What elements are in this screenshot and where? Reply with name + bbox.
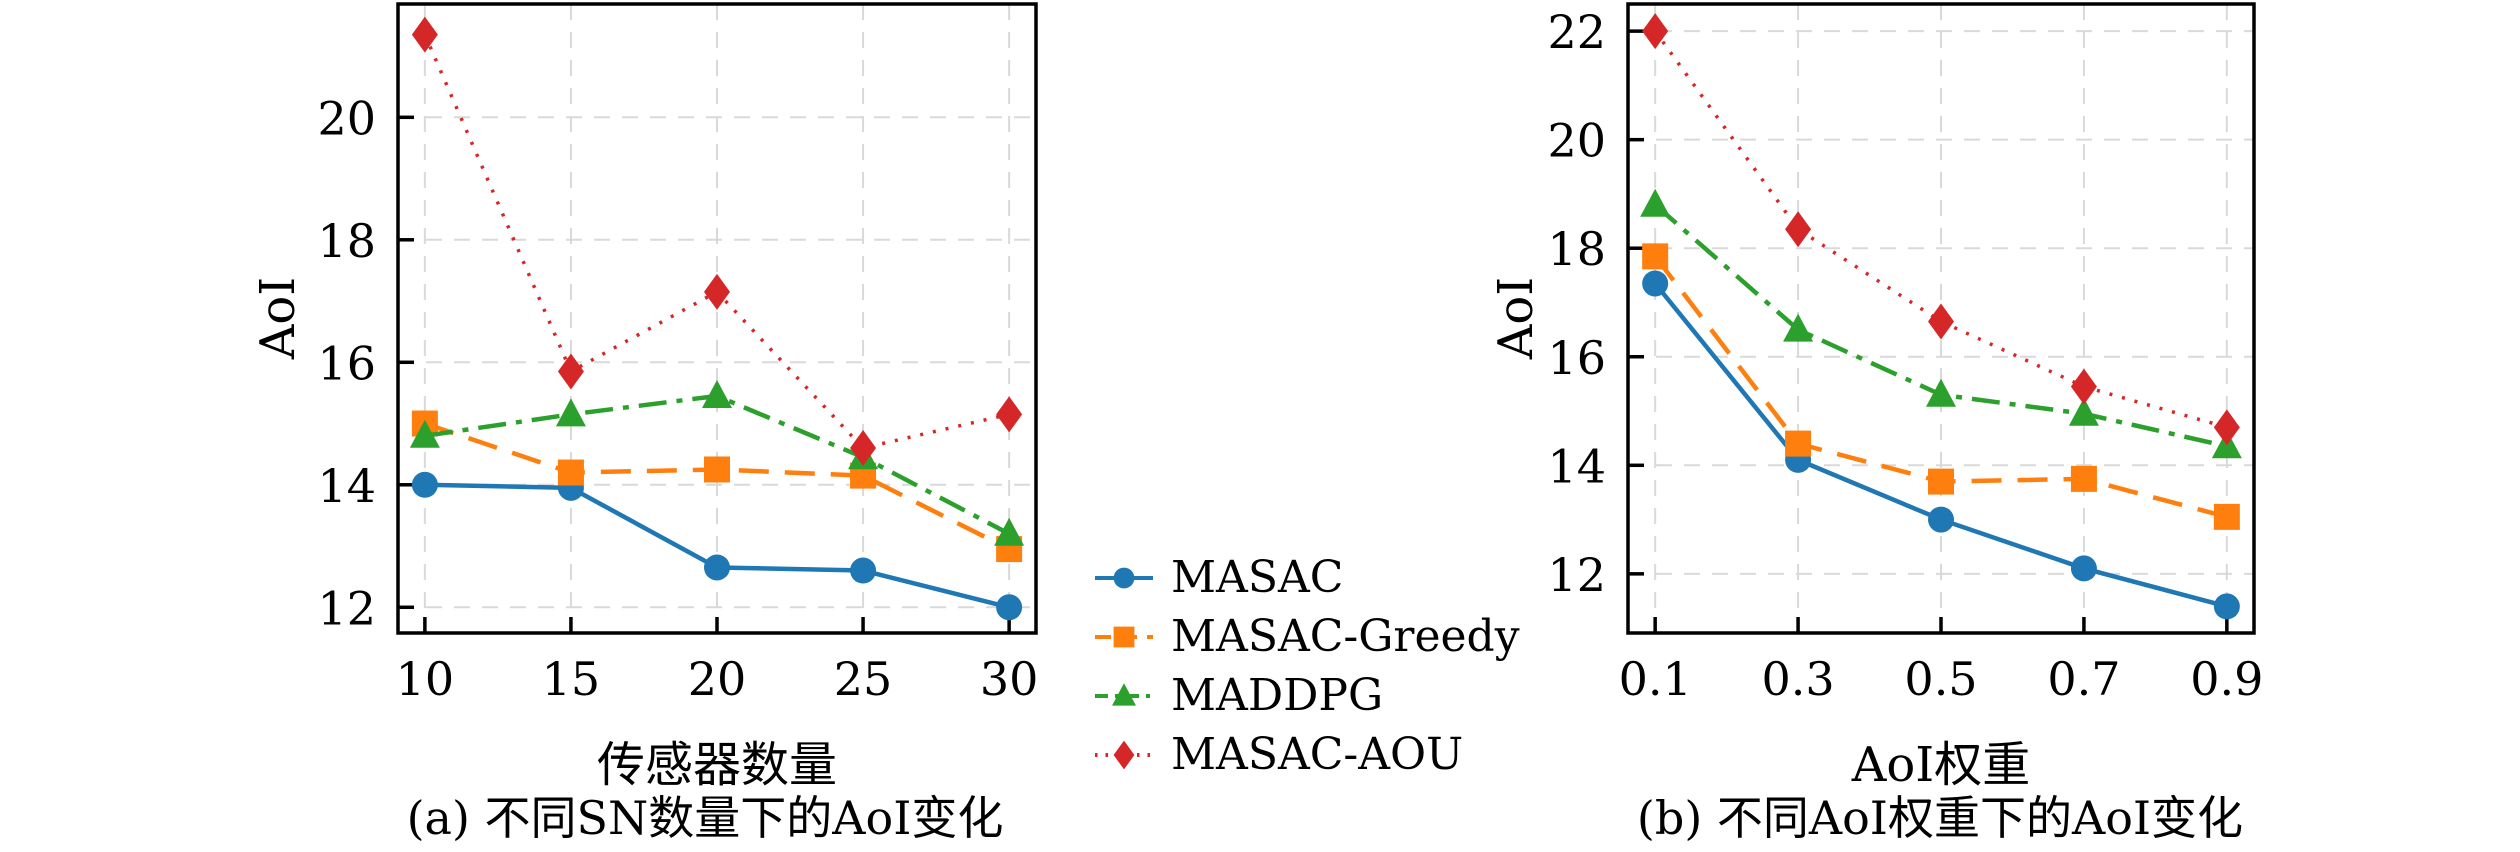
diamond-marker (1785, 211, 1812, 248)
triangle-marker (1783, 313, 1814, 342)
y-tick-label: 16 (1547, 331, 1606, 385)
triangle-marker (555, 398, 586, 427)
y-tick-label: 18 (317, 214, 376, 268)
y-tick-label: 18 (1547, 222, 1606, 276)
y-tick-label: 14 (1547, 439, 1606, 493)
triangle-marker (994, 517, 1025, 546)
legend-item-masac-aou: MASAC-AOU (1093, 725, 1520, 784)
legend-label-maddpg: MADDPG (1171, 670, 1384, 721)
diamond-marker (557, 353, 584, 390)
chart-a-y-axis-label: AoI (250, 276, 306, 360)
x-tick-label: 15 (542, 652, 601, 706)
chart-b-y-axis-label: AoI (1488, 276, 1544, 360)
x-tick-label: 20 (688, 652, 747, 706)
chart-a: 10 15 20 25 30 12 14 16 18 20 (317, 2, 1039, 706)
diamond-marker (2213, 409, 2240, 446)
series-markers-MASAC-AOU (411, 16, 1023, 467)
diamond-marker (1928, 303, 1954, 340)
x-tick-label: 25 (834, 652, 893, 706)
series-markers-MASAC (411, 471, 1023, 621)
legend-label-masac-aou: MASAC-AOU (1171, 729, 1464, 780)
square-marker (2070, 465, 2097, 492)
maddpg-line-triangle-icon (1095, 682, 1153, 706)
y-tick-label: 12 (1547, 548, 1606, 602)
legend-item-maddpg: MADDPG (1093, 666, 1520, 725)
circle-marker (1113, 567, 1135, 588)
triangle-marker (1926, 378, 1956, 407)
square-marker (557, 459, 584, 486)
circle-marker (2213, 593, 2240, 620)
legend-item-masac-greedy: MASAC-Greedy (1093, 607, 1520, 666)
x-tick-label: 0.1 (1619, 652, 1692, 706)
series-markers-MADDPG (409, 379, 1025, 546)
diamond-marker (1113, 740, 1135, 769)
legend-label-masac: MASAC (1171, 552, 1344, 603)
diamond-marker (704, 273, 730, 310)
triangle-marker (2068, 397, 2099, 426)
x-tick-label: 30 (980, 652, 1039, 706)
circle-marker (2070, 555, 2097, 582)
circle-marker (704, 554, 730, 581)
triangle-marker (1112, 682, 1136, 706)
square-marker (2213, 503, 2240, 530)
series-markers-MASAC-AOU (1642, 13, 2240, 446)
diamond-marker (2070, 368, 2097, 405)
legend: MASAC MASAC-Greedy MADDPG MASAC-AOU (1093, 548, 1520, 784)
x-tick-label: 0.3 (1761, 652, 1834, 706)
circle-marker (996, 594, 1023, 621)
diamond-marker (850, 430, 877, 467)
chart-b-caption: (b) 不同AoI权重下的AoI变化 (1636, 791, 2244, 845)
x-tick-label: 10 (396, 652, 455, 706)
circle-marker (1642, 270, 1669, 297)
square-marker (704, 456, 730, 483)
chart-a-caption: (a) 不同SN数量下的AoI变化 (406, 791, 1004, 845)
y-tick-label: 12 (317, 581, 376, 635)
diamond-marker (1642, 13, 1669, 50)
masac-line-circle-icon (1095, 567, 1153, 588)
circle-marker (850, 557, 877, 584)
masac-greedy-line-square-icon (1095, 626, 1153, 647)
square-marker (1928, 468, 1954, 495)
series-markers-MASAC (1642, 270, 2240, 620)
y-tick-label: 14 (317, 459, 376, 513)
legend-item-masac: MASAC (1093, 548, 1520, 607)
series-markers-MASAC-Greedy (1642, 243, 2240, 530)
chart-a-x-axis-label: 传感器数量 (596, 737, 838, 793)
triangle-marker (409, 419, 440, 448)
y-tick-label: 16 (317, 336, 376, 390)
x-tick-label: 0.5 (1904, 652, 1977, 706)
square-marker (1642, 243, 1669, 270)
square-marker (1785, 430, 1812, 457)
circle-marker (411, 471, 438, 498)
y-tick-label: 20 (1547, 114, 1606, 168)
triangle-marker (1640, 188, 1671, 217)
y-tick-label: 22 (1547, 5, 1606, 59)
triangle-marker (702, 379, 732, 408)
legend-label-masac-greedy: MASAC-Greedy (1171, 611, 1520, 662)
chart-b: 0.1 0.3 0.5 0.7 0.9 12 14 16 18 20 22 (1547, 2, 2263, 706)
y-tick-label: 20 (317, 91, 376, 145)
circle-marker (1928, 506, 1954, 533)
x-tick-label: 0.9 (2190, 652, 2263, 706)
chart-b-x-axis-label: AoI权重 (1851, 737, 2031, 793)
square-marker (1113, 626, 1135, 647)
diamond-marker (996, 396, 1023, 433)
x-tick-label: 0.7 (2047, 652, 2120, 706)
diamond-marker (411, 16, 438, 53)
masac-aou-line-diamond-icon (1095, 740, 1153, 769)
